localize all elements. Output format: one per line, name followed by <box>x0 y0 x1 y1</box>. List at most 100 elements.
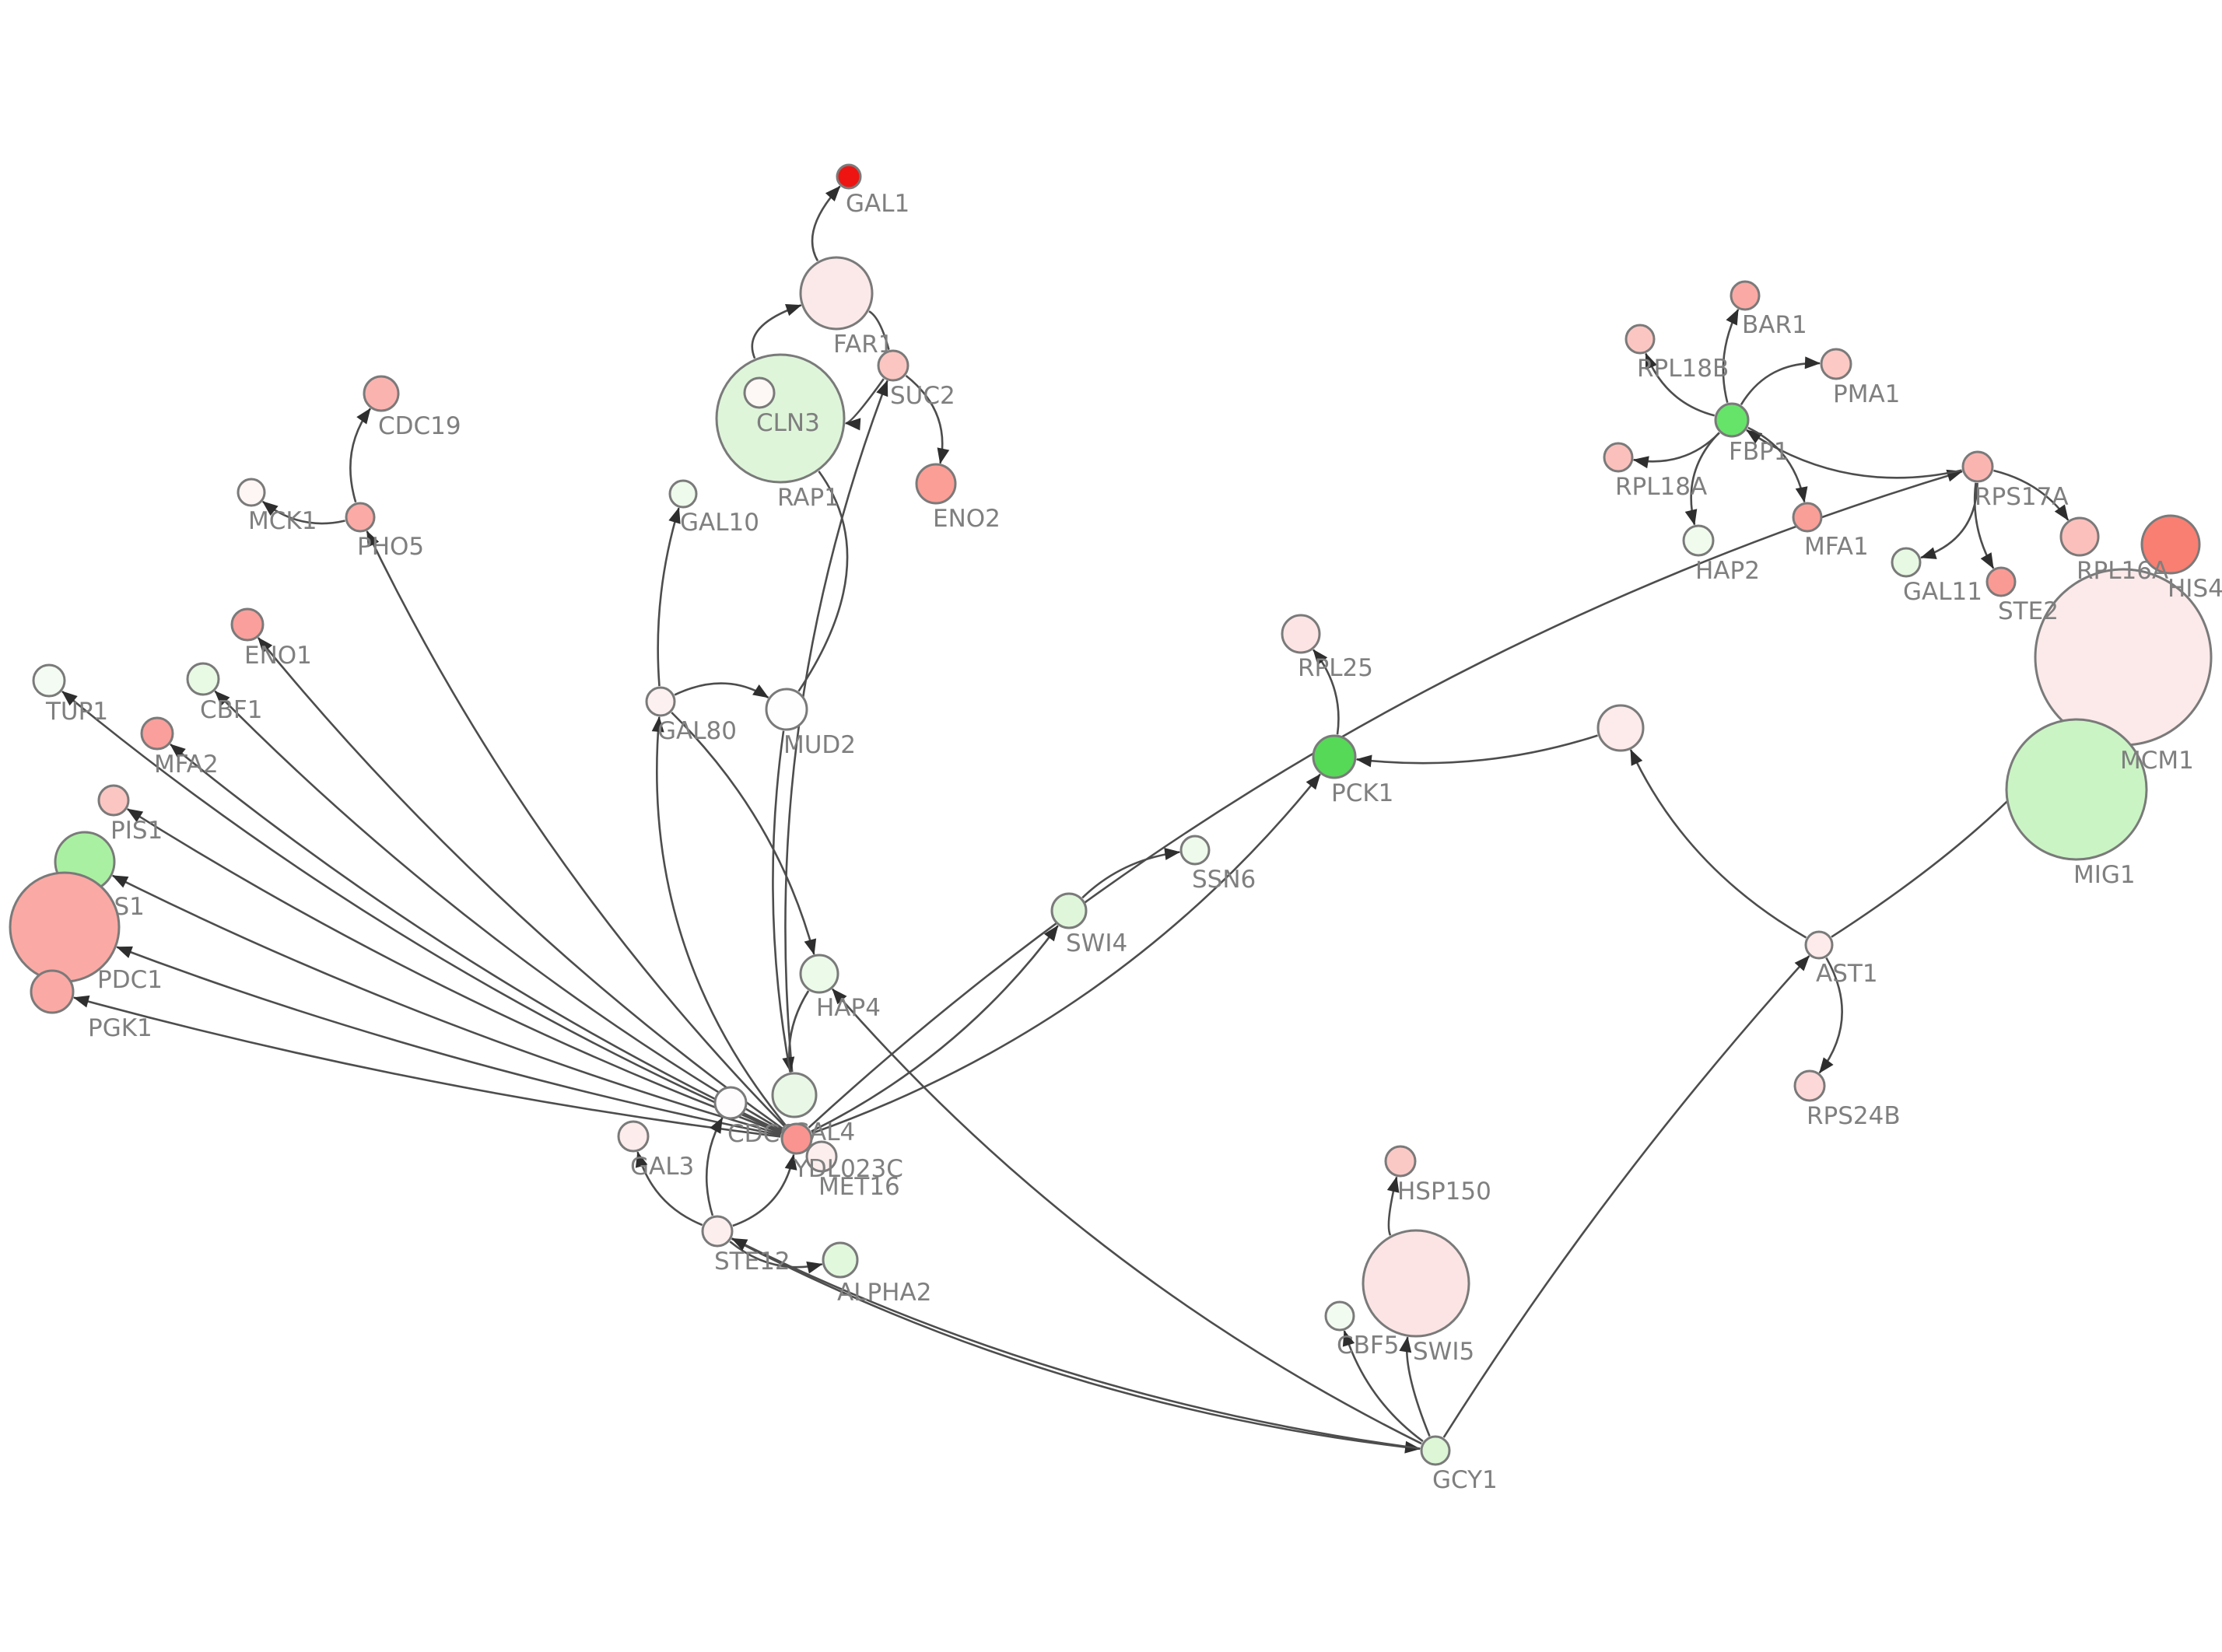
edge-ste12-gcy1[interactable] <box>731 1237 1421 1454</box>
node-fbp1[interactable] <box>1714 402 1750 438</box>
edge-rps17a-fbp1[interactable] <box>1746 429 1962 479</box>
edge-ydl023c-pis1[interactable] <box>126 808 782 1134</box>
node-ast1[interactable] <box>1804 930 1834 960</box>
node-eno2[interactable] <box>915 463 957 505</box>
node-cln3[interactable] <box>743 376 776 409</box>
edge-mud2-gal4[interactable] <box>772 730 791 1073</box>
node-rpl25[interactable] <box>1281 614 1321 654</box>
node-ydl023c[interactable] <box>780 1122 813 1155</box>
node-met16[interactable] <box>805 1140 838 1173</box>
edge-ydl023c-gal80[interactable] <box>651 716 787 1127</box>
node-pgk1[interactable] <box>30 969 75 1014</box>
node-mud2[interactable] <box>765 688 808 731</box>
edge-ydl023c-pho5[interactable] <box>366 530 787 1128</box>
node-hsp150[interactable] <box>1384 1145 1417 1178</box>
edge-unk1-pck1[interactable] <box>1355 734 1598 768</box>
edge-fbp1-mfa1[interactable] <box>1747 426 1808 503</box>
edge-swi4-ssn6[interactable] <box>1081 847 1181 899</box>
node-cdc19[interactable] <box>363 375 400 412</box>
edge-hap4-gal4[interactable] <box>782 990 810 1073</box>
node-ssn6[interactable] <box>1179 835 1211 866</box>
edge-swi5-hsp150[interactable] <box>1386 1176 1400 1236</box>
node-gal11[interactable] <box>1891 547 1922 578</box>
node-rpl16a[interactable] <box>2059 516 2100 557</box>
edge-pho5-cdc19[interactable] <box>349 408 371 503</box>
edge-ydl023c-rps17a[interactable] <box>808 469 1963 1129</box>
edge-ydl023c-pdc1[interactable] <box>116 946 781 1137</box>
node-rpl18b[interactable] <box>1624 324 1656 355</box>
node-gal10[interactable] <box>668 479 698 509</box>
edge-gcy1-ast1[interactable] <box>1442 955 1810 1438</box>
edge-gal80-mud2[interactable] <box>674 682 769 698</box>
node-ste2[interactable] <box>1985 566 2017 597</box>
edge-ydl023c-ras1[interactable] <box>111 874 782 1136</box>
node-rps24b[interactable] <box>1793 1069 1826 1102</box>
node-alpha2[interactable] <box>822 1241 859 1279</box>
edge-far1-suc2[interactable] <box>868 310 890 351</box>
node-eno1[interactable] <box>230 607 265 642</box>
node-mfa1[interactable] <box>1792 502 1823 533</box>
node-pho5[interactable] <box>345 502 376 533</box>
node-suc2[interactable] <box>877 349 909 382</box>
edge-gal80-gal10[interactable] <box>657 507 681 687</box>
edge-ydl023c-pck1[interactable] <box>811 773 1321 1135</box>
node-hap2[interactable] <box>1682 524 1715 557</box>
edge-gcy1-cbf5[interactable] <box>1342 1330 1424 1443</box>
node-swi4[interactable] <box>1050 892 1088 929</box>
edge-gcy1-ste12[interactable] <box>731 1237 1421 1450</box>
edge-ste12-cdc6[interactable] <box>705 1117 724 1216</box>
edge-ste12-ydl023c[interactable] <box>732 1153 797 1227</box>
edge-far1-gal1[interactable] <box>811 185 841 262</box>
node-gcy1[interactable] <box>1420 1435 1451 1466</box>
edge-fbp1-hap2[interactable] <box>1684 432 1720 526</box>
edge-fbp1-bar1[interactable] <box>1722 309 1740 404</box>
node-rps17a[interactable] <box>1961 450 1994 483</box>
edge-ydl023c-eno1[interactable] <box>257 637 784 1130</box>
node-rpl18a[interactable] <box>1603 442 1634 473</box>
node-his4[interactable] <box>2140 514 2201 575</box>
edge-gal80-hap4[interactable] <box>671 712 817 955</box>
node-cbf1[interactable] <box>186 662 220 696</box>
edge-ydl023c-pgk1[interactable] <box>73 995 781 1138</box>
node-pis1[interactable] <box>97 784 130 817</box>
edge-ydl023c-tup1[interactable] <box>61 690 783 1133</box>
node-gal1[interactable] <box>836 163 862 190</box>
node-ste12[interactable] <box>701 1215 734 1248</box>
edge-rps17a-ste2[interactable] <box>1973 482 1995 569</box>
edge-ste12-gal3[interactable] <box>635 1151 703 1227</box>
node-gal80[interactable] <box>645 686 676 717</box>
node-cdc6[interactable] <box>713 1086 748 1120</box>
edge-ydl023c-mfa2[interactable] <box>170 743 783 1133</box>
edge-rps17a-rpl16a[interactable] <box>1993 469 2070 521</box>
edge-suc2-rap1[interactable] <box>844 378 885 431</box>
edge-fbp1-rpl18b[interactable] <box>1645 352 1716 417</box>
node-cbf5[interactable] <box>1324 1300 1355 1332</box>
node-swi5[interactable] <box>1362 1229 1470 1338</box>
edge-rap1-far1[interactable] <box>751 303 802 359</box>
node-tup1[interactable] <box>32 663 66 698</box>
edge-rap1-mud2[interactable] <box>797 471 849 692</box>
edge-ast1-rps24b[interactable] <box>1818 957 1843 1074</box>
node-pdc1[interactable] <box>9 871 121 983</box>
node-pma1[interactable] <box>1820 348 1852 380</box>
node-far1[interactable] <box>799 256 874 331</box>
edge-suc2-eno2[interactable] <box>905 374 950 464</box>
edge-ydl023c-cbf1[interactable] <box>214 690 783 1132</box>
edge-rps17a-gal11[interactable] <box>1920 482 1978 559</box>
edge-gcy1-hap4[interactable] <box>832 988 1422 1445</box>
node-gal4[interactable] <box>771 1072 818 1118</box>
edge-ast1-unk1[interactable] <box>1629 749 1807 939</box>
node-hap4[interactable] <box>799 954 839 994</box>
edge-ydl023c-swi4[interactable] <box>811 925 1059 1132</box>
node-mig1[interactable] <box>2005 718 2148 861</box>
edge-gcy1-swi5[interactable] <box>1399 1336 1431 1437</box>
edge-fbp1-pma1[interactable] <box>1740 356 1821 405</box>
node-bar1[interactable] <box>1730 280 1761 311</box>
node-unk1[interactable] <box>1596 704 1645 752</box>
edge-pck1-rpl25[interactable] <box>1313 649 1340 735</box>
node-mfa2[interactable] <box>140 716 174 751</box>
node-mck1[interactable] <box>237 478 266 507</box>
node-gal3[interactable] <box>617 1120 650 1153</box>
edge-pho5-mck1[interactable] <box>261 500 345 525</box>
node-pck1[interactable] <box>1312 734 1357 779</box>
